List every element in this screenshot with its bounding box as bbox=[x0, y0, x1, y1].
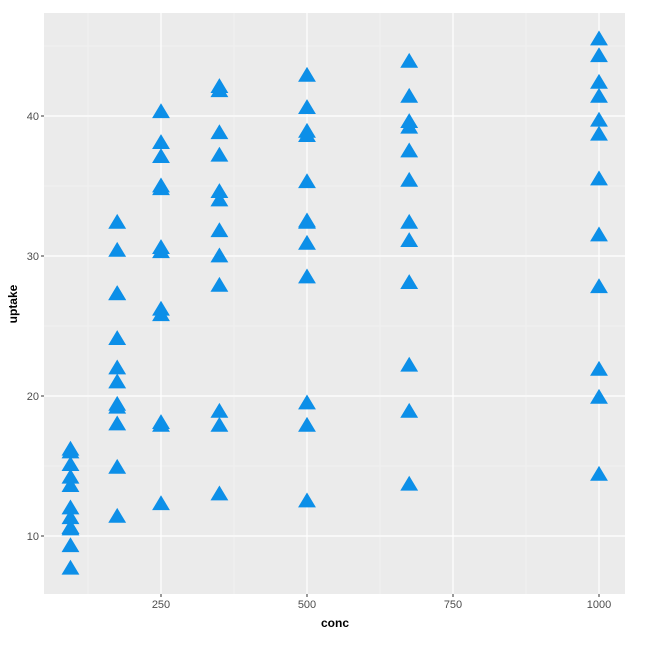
data-point bbox=[210, 191, 229, 207]
y-axis: 10 20 30 40 bbox=[27, 111, 44, 543]
data-point bbox=[108, 507, 127, 523]
data-point bbox=[61, 509, 80, 525]
data-point bbox=[210, 124, 229, 140]
data-point bbox=[400, 232, 419, 247]
data-point bbox=[590, 226, 608, 242]
data-point bbox=[590, 30, 608, 46]
data-point bbox=[210, 416, 229, 432]
x-tick-label: 250 bbox=[152, 599, 170, 611]
data-point bbox=[590, 125, 608, 141]
data-point bbox=[590, 111, 608, 127]
x-axis-label: conc bbox=[321, 616, 349, 630]
data-point bbox=[152, 416, 170, 432]
data-point bbox=[210, 247, 229, 263]
data-point bbox=[400, 402, 419, 418]
data-point bbox=[108, 359, 127, 375]
data-point bbox=[61, 440, 80, 456]
data-point bbox=[61, 468, 80, 484]
data-point bbox=[210, 146, 229, 162]
data-point bbox=[400, 274, 419, 289]
x-tick-label: 1000 bbox=[587, 599, 611, 611]
data-points bbox=[61, 30, 608, 575]
minor-gridlines bbox=[44, 13, 625, 594]
data-point bbox=[590, 278, 608, 294]
data-point bbox=[210, 276, 229, 292]
data-point bbox=[590, 87, 608, 103]
plot-panel bbox=[44, 13, 625, 594]
data-point bbox=[590, 170, 608, 186]
data-point bbox=[108, 415, 127, 431]
data-point bbox=[108, 395, 127, 411]
data-point bbox=[61, 499, 80, 515]
data-point bbox=[210, 402, 229, 418]
data-point bbox=[298, 122, 316, 138]
data-point bbox=[590, 73, 608, 89]
data-point bbox=[298, 99, 316, 114]
data-point bbox=[590, 360, 608, 376]
x-axis: 250 500 750 1000 bbox=[152, 594, 611, 611]
data-point bbox=[590, 465, 608, 481]
y-tick-label: 20 bbox=[27, 391, 39, 403]
data-point bbox=[152, 134, 170, 149]
y-tick-label: 10 bbox=[27, 531, 39, 543]
data-point bbox=[108, 213, 127, 229]
data-point bbox=[152, 177, 170, 193]
data-point bbox=[400, 171, 419, 187]
data-point bbox=[61, 456, 80, 471]
data-point bbox=[298, 173, 316, 189]
x-tick-label: 500 bbox=[298, 599, 316, 611]
data-point bbox=[61, 519, 80, 534]
x-tick-label: 750 bbox=[444, 599, 462, 611]
data-point bbox=[298, 416, 316, 432]
data-point bbox=[61, 477, 80, 492]
data-point bbox=[298, 213, 316, 229]
data-point bbox=[400, 52, 419, 68]
data-point bbox=[298, 492, 316, 508]
data-point bbox=[298, 268, 316, 284]
data-point bbox=[108, 373, 127, 389]
data-point bbox=[590, 47, 608, 63]
data-point bbox=[152, 103, 170, 119]
data-point bbox=[152, 495, 170, 511]
data-point bbox=[210, 183, 229, 198]
data-point bbox=[298, 66, 316, 82]
y-axis-label: uptake bbox=[6, 284, 20, 323]
data-point bbox=[298, 234, 316, 250]
data-point bbox=[152, 306, 170, 322]
data-point bbox=[152, 239, 170, 254]
data-point bbox=[108, 241, 127, 257]
data-point bbox=[108, 285, 127, 301]
data-point bbox=[400, 356, 419, 372]
data-point bbox=[108, 458, 127, 474]
data-point bbox=[61, 537, 80, 553]
data-point bbox=[210, 78, 229, 93]
data-point bbox=[108, 330, 127, 345]
data-point bbox=[61, 559, 80, 575]
data-point bbox=[400, 87, 419, 103]
data-point bbox=[210, 222, 229, 238]
data-point bbox=[152, 148, 170, 163]
data-point bbox=[400, 213, 419, 229]
data-point bbox=[298, 394, 316, 410]
data-point bbox=[590, 388, 608, 404]
data-point bbox=[400, 113, 419, 128]
data-point bbox=[400, 475, 419, 491]
y-tick-label: 40 bbox=[27, 111, 39, 123]
y-tick-label: 30 bbox=[27, 251, 39, 263]
data-point bbox=[210, 485, 229, 501]
data-point bbox=[400, 142, 419, 158]
